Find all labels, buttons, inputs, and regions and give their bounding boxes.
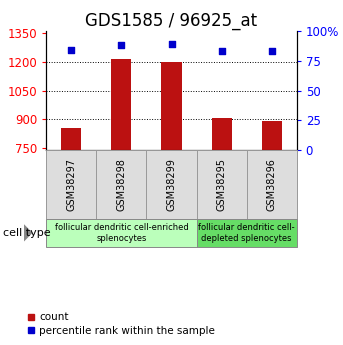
Legend: count, percentile rank within the sample: count, percentile rank within the sample [22,308,219,340]
Text: GSM38297: GSM38297 [66,158,76,211]
Point [169,41,174,47]
Point [69,47,74,53]
Text: follicular dendritic cell-enriched
splenocytes: follicular dendritic cell-enriched splen… [55,223,188,243]
Point [119,42,124,48]
Text: follicular dendritic cell-
depleted splenocytes: follicular dendritic cell- depleted sple… [198,223,295,243]
Bar [61,128,81,150]
Text: GSM38295: GSM38295 [216,158,227,211]
Point [269,49,274,54]
Bar [212,118,232,150]
Bar [162,62,181,150]
Text: GSM38298: GSM38298 [116,158,127,211]
Text: GSM38296: GSM38296 [267,158,277,211]
Point [219,49,224,54]
Title: GDS1585 / 96925_at: GDS1585 / 96925_at [85,12,258,30]
Text: cell type: cell type [3,228,51,238]
Bar [262,121,282,150]
Bar [111,59,131,150]
Text: GSM38299: GSM38299 [166,158,177,211]
